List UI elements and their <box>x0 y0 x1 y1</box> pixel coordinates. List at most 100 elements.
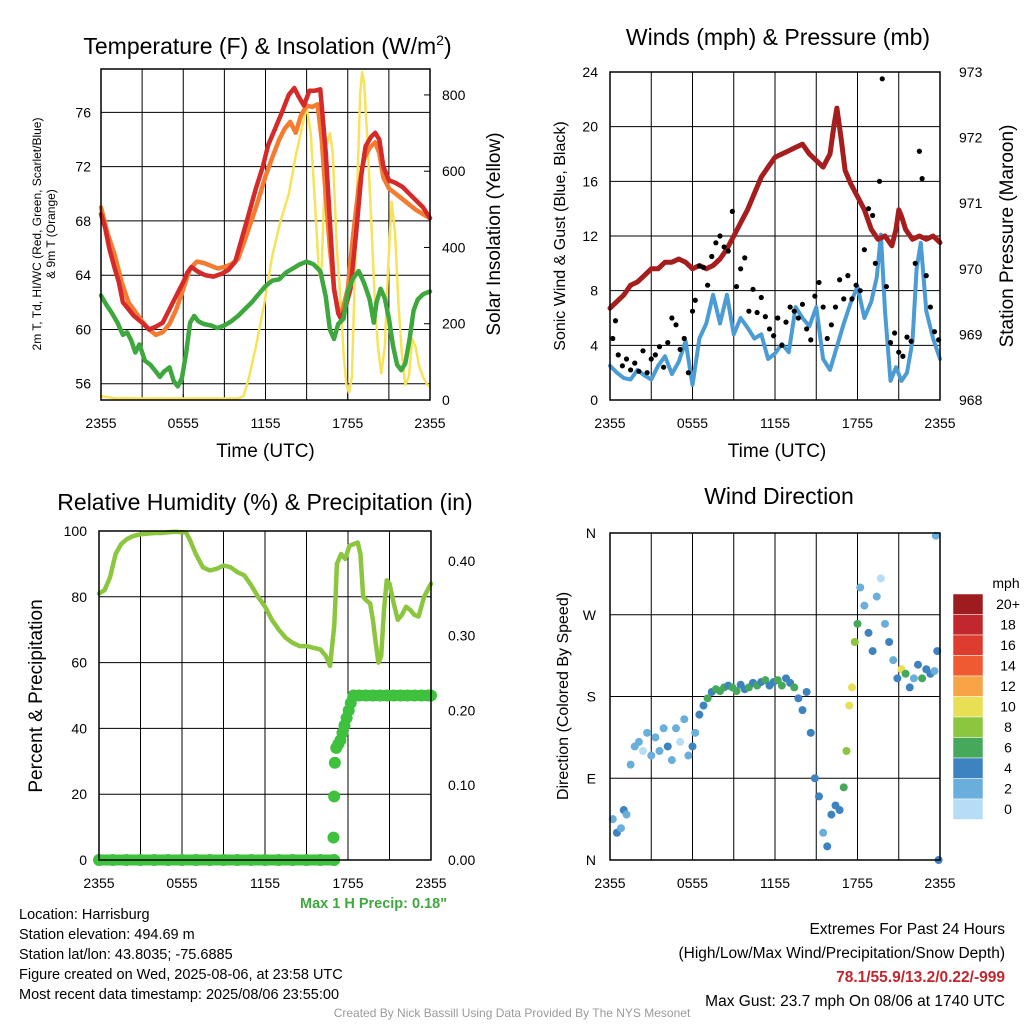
wdir-point <box>794 694 803 703</box>
wind-gust-point <box>892 330 898 336</box>
wind-y-tick-label: 8 <box>590 283 598 299</box>
wind-y2-tick-label: 969 <box>959 326 983 342</box>
wind-gust-point <box>787 304 793 310</box>
wind-gust-point <box>872 260 878 266</box>
wdir-legend-swatch <box>952 675 984 697</box>
temp-y2-tick-label: 200 <box>442 316 466 332</box>
wdir-point <box>864 628 873 637</box>
wdir-legend-swatch <box>952 757 984 779</box>
wdir-x-tick-label: 1755 <box>842 875 873 891</box>
temp-border <box>100 68 431 401</box>
wdir-point <box>773 676 782 685</box>
recent-data-text: Most recent data timestamp: 2025/08/06 2… <box>19 987 340 1003</box>
temp-panel: 2355 0555 1155 1755 2355 56 60 64 68 72 76 0 200 400 6… <box>30 32 505 462</box>
wind-gust-point <box>661 364 667 370</box>
wdir-point <box>802 687 811 696</box>
wind-gust-point <box>665 340 671 346</box>
rh-y2-tick-label: 0.10 <box>448 777 475 793</box>
wdir-legend-swatch <box>952 655 984 677</box>
wdir-legend-label: 6 <box>1004 740 1012 756</box>
wdir-legend-title: mph <box>992 575 1019 591</box>
temp-title-main: Temperature (F) & Insolation (W/m <box>83 33 436 59</box>
wdir-point <box>703 694 712 703</box>
temp-y2-tick-label: 400 <box>442 239 466 255</box>
wind-y-tick-label: 4 <box>590 337 598 353</box>
wind-gust-point <box>876 178 883 184</box>
rh-y2-tick-label: 0.00 <box>448 852 475 868</box>
wdir-legend-swatch <box>952 634 984 656</box>
wind-gust-point <box>783 319 789 325</box>
temp-y-label-line1: 2m T, Td, HI/WC (Red, Green, Scarlet/Blu… <box>30 118 44 351</box>
wdir-point <box>643 728 652 737</box>
wind-gust-point <box>795 315 801 321</box>
wdir-point <box>860 601 869 610</box>
wdir-point <box>848 683 856 692</box>
temp-series-red <box>98 85 433 332</box>
wind-gust-points <box>610 76 942 376</box>
wdir-border <box>609 532 941 861</box>
wdir-x-tick-label: 2355 <box>594 875 625 891</box>
wind-gust-point <box>762 314 768 320</box>
wind-y2-tick-label: 970 <box>959 261 983 277</box>
wdir-point <box>684 751 693 760</box>
wdir-legend-label: 8 <box>1004 719 1012 735</box>
temp-y-tick-label: 64 <box>75 267 91 283</box>
wind-series-speed <box>608 232 942 387</box>
wdir-point <box>889 656 898 665</box>
wind-gust-point <box>648 356 654 362</box>
wind-gust-point <box>689 308 696 314</box>
rh-x-tick-label: 1755 <box>332 875 363 891</box>
wind-gust-point <box>733 283 740 290</box>
wdir-point <box>680 715 689 724</box>
wdir-point <box>810 774 819 783</box>
temp-y2-label: Solar Insolation (Yellow) <box>484 132 505 335</box>
rh-y2-tick-label: 0.20 <box>448 702 475 718</box>
wdir-point <box>622 810 631 819</box>
wdir-legend: mph 20+ 18 16 14 12 10 8 6 4 2 0 <box>952 575 1020 820</box>
temp-y2-tick-label: 0 <box>442 392 450 408</box>
wdir-legend-label: 4 <box>1004 760 1012 776</box>
wdir-y-tick-label: W <box>583 607 597 623</box>
temp-series-yellow <box>99 70 432 400</box>
wind-gust-point <box>644 370 650 376</box>
wdir-point <box>850 638 859 646</box>
rh-precip-point <box>327 831 340 844</box>
wind-gust-point <box>656 344 663 350</box>
rh-x-tick-label: 1155 <box>250 875 280 891</box>
wdir-point <box>790 683 799 692</box>
temp-y-label-line2: & 9m T (Orange) <box>44 189 58 279</box>
wdir-points <box>608 531 943 864</box>
wind-x-tick-label: 2355 <box>924 415 955 431</box>
wind-gust-point <box>771 333 777 339</box>
wind-gust-point <box>923 273 929 279</box>
wdir-point <box>885 638 894 646</box>
wind-y-tick-label: 20 <box>582 119 598 135</box>
rh-x-tick-label: 2355 <box>83 875 114 891</box>
credit-text: Created By Nick Bassill Using Data Provi… <box>333 1006 691 1020</box>
wdir-point <box>732 687 741 696</box>
wdir-point <box>691 728 700 737</box>
rh-y2-tick-label: 0.30 <box>448 628 475 644</box>
wind-gust-point <box>742 255 748 261</box>
rh-y-tick-label: 20 <box>71 786 87 802</box>
wdir-point <box>905 683 914 692</box>
wdir-point <box>909 674 918 683</box>
wind-gust-point <box>820 304 826 310</box>
wind-y2-tick-label: 973 <box>959 64 983 80</box>
wind-gust-point <box>619 363 625 369</box>
wind-gust-point <box>837 277 843 283</box>
wdir-point <box>856 583 865 592</box>
wdir-x-tick-label: 1155 <box>760 875 790 891</box>
wind-gust-point <box>738 266 744 272</box>
elevation-text: Station elevation: 494.69 m <box>19 927 195 943</box>
wdir-legend-swatch <box>952 716 984 738</box>
wdir-panel: 2355 0555 1155 1755 2355 N E S W N Wind Direction D… <box>555 483 1020 891</box>
wdir-point <box>672 724 680 733</box>
wind-y2-label: Station Pressure (Maroon) <box>997 125 1018 348</box>
wdir-legend-label: 2 <box>1004 781 1012 797</box>
wind-gust-point <box>673 322 679 328</box>
wind-gust-point <box>841 296 847 302</box>
wind-gust-point <box>904 334 910 340</box>
temp-y-tick-label: 76 <box>75 104 91 120</box>
wdir-point <box>659 724 668 733</box>
